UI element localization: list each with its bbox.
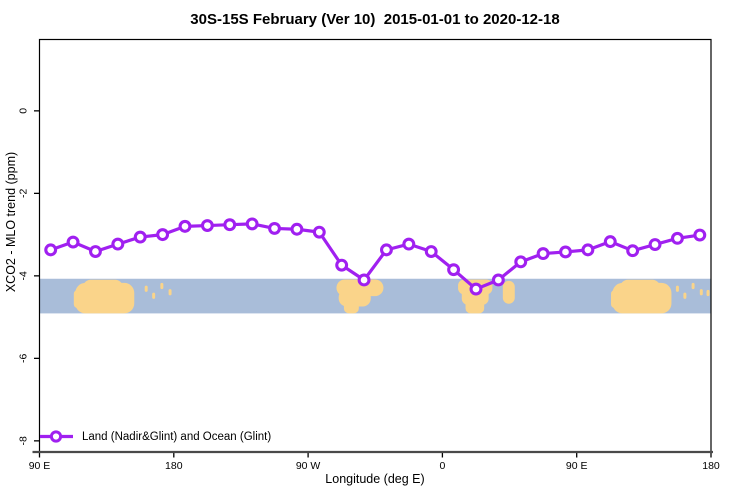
data-point — [66, 235, 80, 249]
data-point — [111, 237, 125, 251]
data-point — [447, 263, 461, 277]
land-region-pacific-islands-wrap — [691, 282, 695, 290]
data-point — [626, 244, 640, 258]
x-tick-label: 90 E — [566, 460, 588, 472]
land-region-pacific-islands-wrap — [675, 285, 679, 292]
data-point — [693, 228, 707, 242]
land-region-pacific-islands — [168, 289, 172, 296]
data-point — [245, 217, 259, 231]
data-point — [133, 230, 147, 244]
legend: Land (Nadir&Glint) and Ocean (Glint) — [39, 428, 271, 445]
data-point — [379, 243, 393, 257]
data-point — [424, 245, 438, 258]
land-region-australia-wrap — [619, 279, 661, 301]
land-region-australia-wrap — [611, 289, 620, 309]
y-axis-title: XCO2 - MLO trend (ppm) — [4, 151, 18, 293]
x-tick-label: 90 W — [296, 460, 321, 472]
land-region-madagascar — [502, 280, 515, 304]
chart-title: 30S-15S February (Ver 10) 2015-01-01 to … — [190, 11, 560, 28]
x-axis-title: Longitude (deg E) — [325, 472, 425, 486]
land-region-australia — [82, 279, 124, 301]
data-point — [223, 218, 237, 232]
land-region-australia — [73, 289, 83, 309]
data-point — [648, 238, 662, 251]
land-region-africa — [465, 298, 485, 314]
x-tick-label: 180 — [702, 460, 720, 472]
legend-marker-icon — [40, 430, 73, 443]
land-region-south-america — [343, 297, 359, 314]
data-point — [581, 243, 595, 257]
data-point — [559, 245, 572, 259]
data-point — [44, 243, 58, 257]
data-point — [178, 219, 192, 233]
data-point — [290, 222, 304, 236]
x-tick-label: 0 — [439, 460, 445, 472]
y-tick-label: -8 — [18, 436, 30, 445]
data-point — [603, 235, 617, 249]
data-point — [514, 255, 528, 269]
land-region-pacific-islands — [152, 292, 156, 299]
land-region-pacific-islands — [144, 285, 148, 292]
land-region-pacific-islands — [160, 282, 164, 290]
data-point — [536, 247, 550, 261]
y-tick-label: 0 — [18, 108, 30, 114]
data-point — [156, 228, 170, 242]
data-point — [469, 282, 483, 296]
land-region-pacific-islands-wrap — [706, 289, 710, 297]
data-point — [89, 245, 102, 258]
land-region-pacific-islands-wrap — [683, 292, 687, 299]
legend-label: Land (Nadir&Glint) and Ocean (Glint) — [82, 430, 272, 443]
x-tick-label: 90 E — [29, 460, 51, 472]
data-point — [670, 231, 684, 245]
y-tick-label: -6 — [18, 354, 30, 363]
y-tick-label: -4 — [18, 271, 30, 280]
data-point — [491, 273, 505, 287]
data-point — [335, 258, 349, 272]
y-tick-label: -2 — [18, 189, 30, 198]
data-point — [268, 221, 281, 235]
land-region-pacific-islands-wrap — [699, 289, 703, 296]
data-point — [357, 273, 371, 287]
x-tick-label: 180 — [165, 460, 183, 472]
data-point — [402, 237, 416, 251]
data-point — [200, 219, 214, 232]
data-point — [312, 225, 326, 239]
